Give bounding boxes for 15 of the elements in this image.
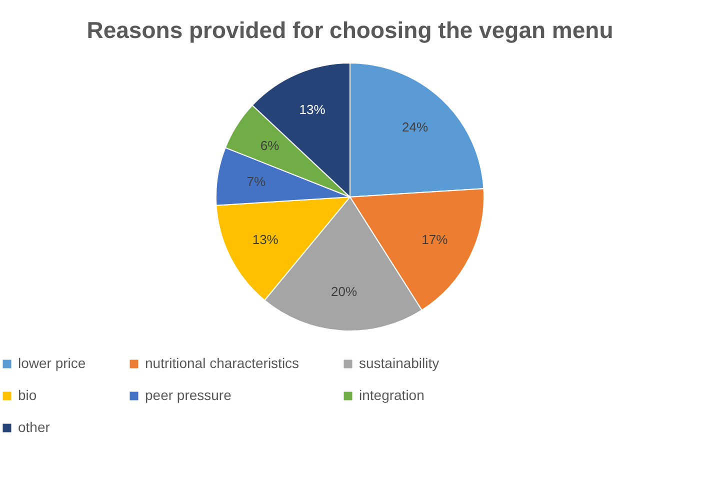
data-label: 13% [299,102,326,117]
legend-label: peer pressure [145,387,232,403]
legend-label: other [18,419,50,435]
data-label: 17% [422,232,448,248]
chart-title: Reasons provided for choosing the vegan menu [86,17,614,43]
data-label: 7% [246,174,266,190]
data-label: 20% [331,284,358,299]
legend-label: bio [18,387,37,403]
legend-label: lower price [18,355,86,371]
data-label: 24% [402,120,428,135]
legend-label: integration [359,387,424,403]
legend-label: sustainability [359,355,440,371]
legend-label: nutritional characteristics [145,355,300,371]
data-label: 13% [252,232,279,248]
data-label: 6% [260,138,280,154]
